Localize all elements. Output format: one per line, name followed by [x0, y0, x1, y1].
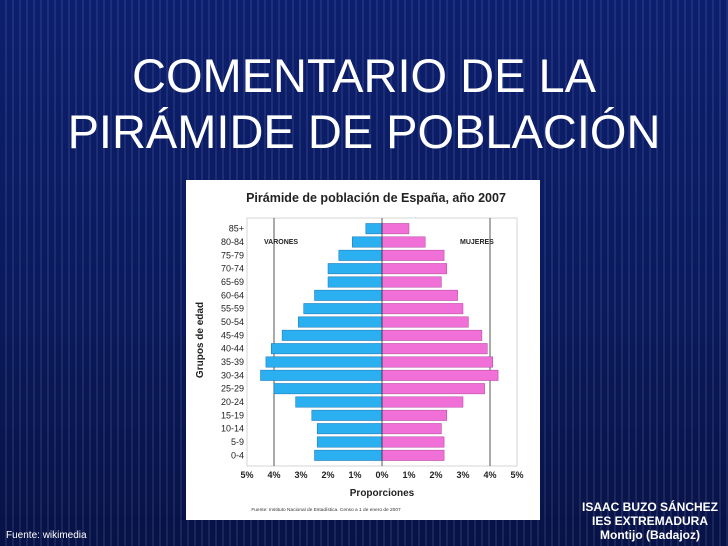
- x-tick-label: 3%: [294, 470, 307, 480]
- male-bar: [338, 249, 383, 261]
- chart-footnote: Fuente: Instituto Nacional de Estadístic…: [251, 507, 401, 513]
- female-bar: [381, 449, 445, 461]
- female-bar: [381, 316, 469, 328]
- age-group-label: 40-44: [221, 344, 244, 354]
- age-group-label: 50-54: [221, 317, 244, 327]
- female-bar: [381, 409, 448, 421]
- y-axis-label: Grupos de edad: [195, 302, 206, 378]
- x-tick-label: 1%: [402, 470, 415, 480]
- age-group-label: 25-29: [221, 384, 244, 394]
- population-pyramid-chart: Pirámide de población de España, año 200…: [186, 180, 540, 520]
- male-bar: [327, 276, 383, 288]
- x-tick-label: 1%: [348, 470, 361, 480]
- age-group-label: 20-24: [221, 397, 244, 407]
- female-legend-label: MUJERES: [460, 239, 494, 246]
- x-axis-label: Proporciones: [350, 488, 415, 499]
- male-bar: [265, 356, 383, 368]
- male-bar: [316, 423, 383, 435]
- chart-title: Pirámide de población de España, año 200…: [246, 191, 506, 205]
- age-group-label: 80-84: [221, 237, 244, 247]
- author-school: IES EXTREMADURA: [591, 514, 708, 528]
- female-bar: [381, 289, 458, 301]
- female-bar: [381, 436, 445, 448]
- female-bar: [381, 249, 445, 261]
- male-bar: [303, 303, 383, 315]
- male-bar: [271, 343, 383, 355]
- age-group-label: 5-9: [231, 437, 244, 447]
- x-tick-label: 5%: [510, 470, 523, 480]
- age-group-label: 35-39: [221, 357, 244, 367]
- male-legend-label: VARONES: [264, 239, 298, 246]
- male-bar: [273, 383, 383, 395]
- female-bar: [381, 303, 464, 315]
- x-tick-label: 4%: [483, 470, 496, 480]
- author-name: ISAAC BUZO SÁNCHEZ: [581, 500, 718, 514]
- male-bar: [260, 369, 383, 381]
- x-tick-label: 2%: [321, 470, 334, 480]
- age-group-label: 65-69: [221, 277, 244, 287]
- female-bar: [381, 369, 499, 381]
- slide-title-line-2: PIRÁMIDE DE POBLACIÓN: [67, 105, 661, 158]
- author-location: Montijo (Badajoz): [600, 528, 700, 542]
- female-bar: [381, 236, 426, 248]
- chart-svg: Pirámide de población de España, año 200…: [195, 191, 524, 513]
- female-bar: [381, 423, 442, 435]
- age-group-label: 10-14: [221, 424, 244, 434]
- x-tick-label: 3%: [456, 470, 469, 480]
- female-bar: [381, 396, 464, 408]
- source-credit: Fuente: wikimedia: [6, 530, 87, 541]
- x-tick-label: 5%: [240, 470, 253, 480]
- male-bar: [365, 223, 383, 235]
- age-group-label: 15-19: [221, 410, 244, 420]
- male-bar: [281, 329, 383, 341]
- author-block: ISAAC BUZO SÁNCHEZ IES EXTREMADURA Monti…: [574, 500, 726, 542]
- male-bar: [352, 236, 383, 248]
- female-bar: [381, 263, 448, 275]
- female-bar: [381, 356, 493, 368]
- age-group-label: 45-49: [221, 330, 244, 340]
- x-tick-label: 4%: [267, 470, 280, 480]
- age-group-label: 55-59: [221, 304, 244, 314]
- male-bar: [327, 263, 383, 275]
- male-bar: [311, 409, 383, 421]
- slide-title-line-1: COMENTARIO DE LA: [132, 49, 596, 102]
- age-group-label: 75-79: [221, 250, 244, 260]
- age-group-label: 70-74: [221, 264, 244, 274]
- x-tick-label: 0%: [375, 470, 388, 480]
- x-tick-label: 2%: [429, 470, 442, 480]
- male-bar: [314, 449, 383, 461]
- female-bar: [381, 223, 410, 235]
- plot-area: 0-4 5-9 10-14 15-19 20-24 25-29 30-34 35-39 40-4…: [221, 217, 524, 480]
- male-bar: [295, 396, 383, 408]
- male-bar: [316, 436, 383, 448]
- male-bar: [298, 316, 383, 328]
- age-group-label: 0-4: [231, 450, 244, 460]
- female-bar: [381, 329, 483, 341]
- age-group-label: 60-64: [221, 290, 244, 300]
- age-group-label: 30-34: [221, 370, 244, 380]
- male-bar: [314, 289, 383, 301]
- slide-title: COMENTARIO DE LA PIRÁMIDE DE POBLACIÓN: [0, 48, 728, 160]
- age-group-label: 85+: [229, 224, 244, 234]
- female-bar: [381, 276, 442, 288]
- female-bar: [381, 343, 488, 355]
- female-bar: [381, 383, 485, 395]
